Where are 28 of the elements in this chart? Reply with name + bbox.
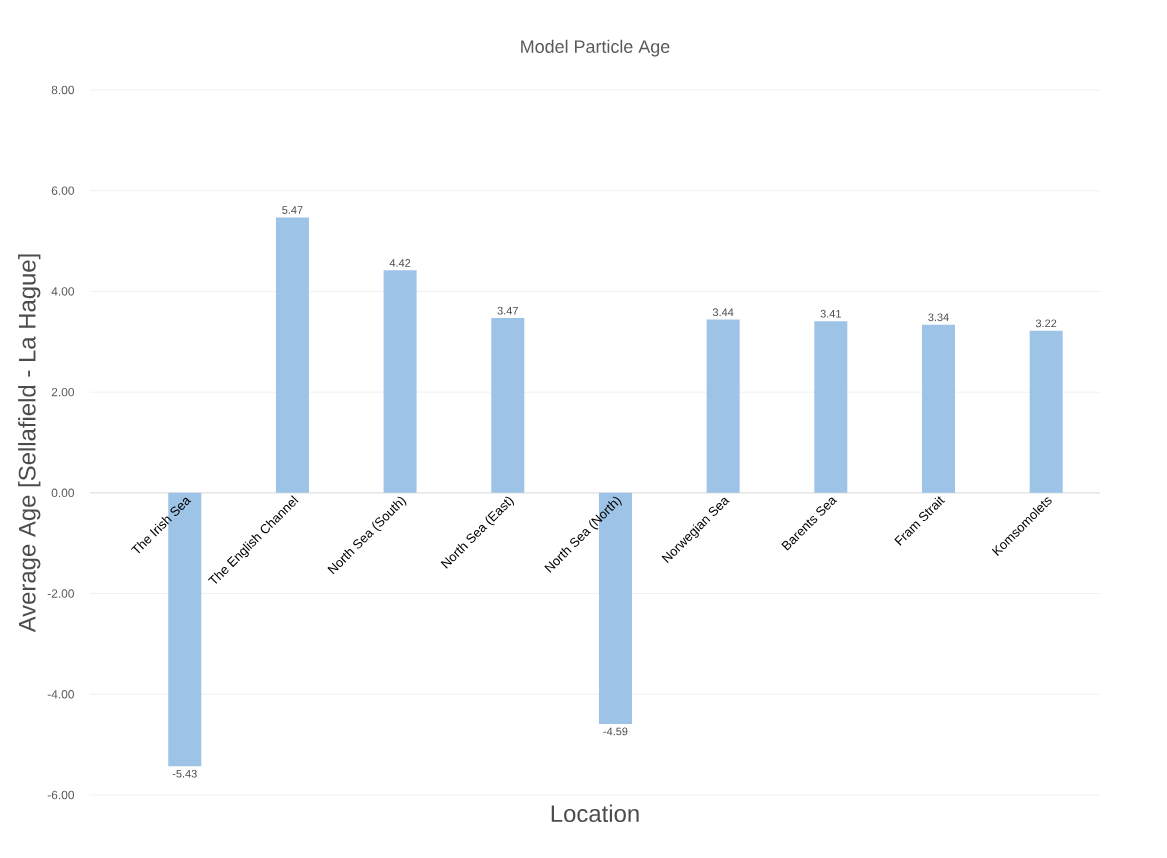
chart-title: Model Particle Age xyxy=(521,39,670,57)
y-tick-label: 0.00 xyxy=(51,488,75,498)
bar xyxy=(921,324,955,493)
x-tick-label: The Irish Sea xyxy=(130,497,192,554)
data-label: 4.42 xyxy=(389,259,411,267)
data-label: -5.43 xyxy=(172,769,197,778)
bar xyxy=(706,319,740,493)
y-axis-title: Average Age [Sellafield - La Hague] xyxy=(18,254,41,633)
data-label: 3.44 xyxy=(712,308,734,317)
bar xyxy=(491,318,525,493)
bar xyxy=(814,321,848,493)
data-label: 5.47 xyxy=(282,206,303,214)
data-label: 3.22 xyxy=(1035,319,1057,328)
y-tick-label: 2.00 xyxy=(51,387,75,397)
y-tick-label: 6.00 xyxy=(51,186,75,195)
bar xyxy=(1029,330,1063,493)
data-label: 3.41 xyxy=(820,309,841,318)
y-tick-label: 4.00 xyxy=(51,287,75,296)
bar xyxy=(383,270,417,493)
bar xyxy=(275,217,309,493)
x-axis-title: Location xyxy=(551,804,639,823)
y-tick-label: 8.00 xyxy=(51,85,75,95)
y-tick-label: -2.00 xyxy=(47,589,75,598)
data-label: 3.47 xyxy=(497,306,518,315)
data-label: 3.34 xyxy=(928,313,949,322)
y-tick-label: -4.00 xyxy=(47,690,75,699)
y-tick-label: -6.00 xyxy=(47,790,75,800)
data-label: -4.59 xyxy=(603,727,628,736)
